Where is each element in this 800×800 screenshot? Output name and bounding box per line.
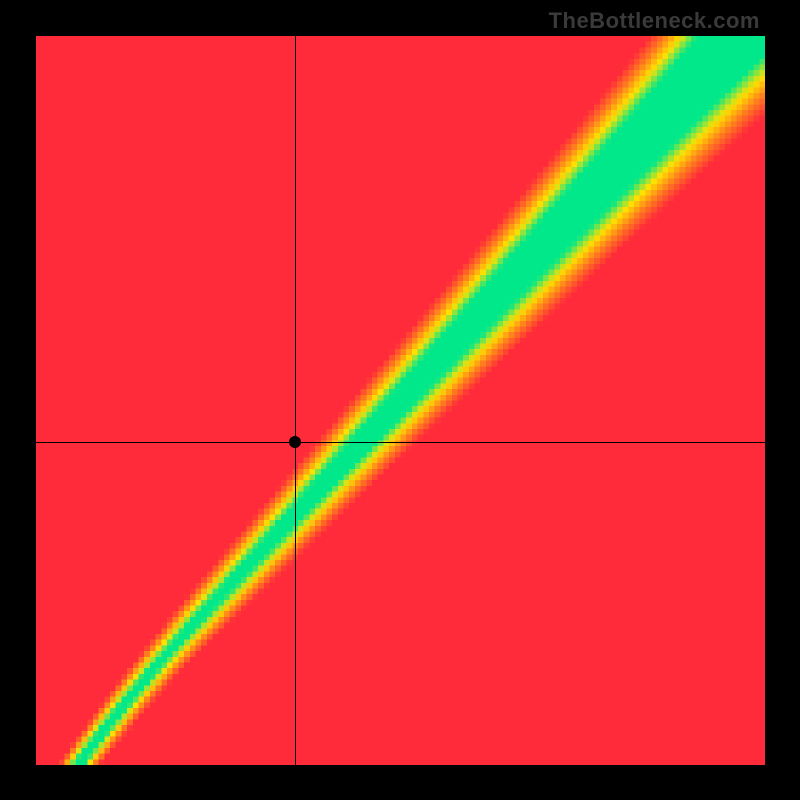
crosshair-horizontal bbox=[36, 442, 765, 443]
crosshair-vertical bbox=[295, 36, 296, 765]
heatmap-canvas bbox=[36, 36, 765, 765]
watermark-text: TheBottleneck.com bbox=[549, 8, 760, 34]
plot-area bbox=[36, 36, 765, 765]
chart-frame: TheBottleneck.com bbox=[0, 0, 800, 800]
marker-dot bbox=[289, 436, 301, 448]
